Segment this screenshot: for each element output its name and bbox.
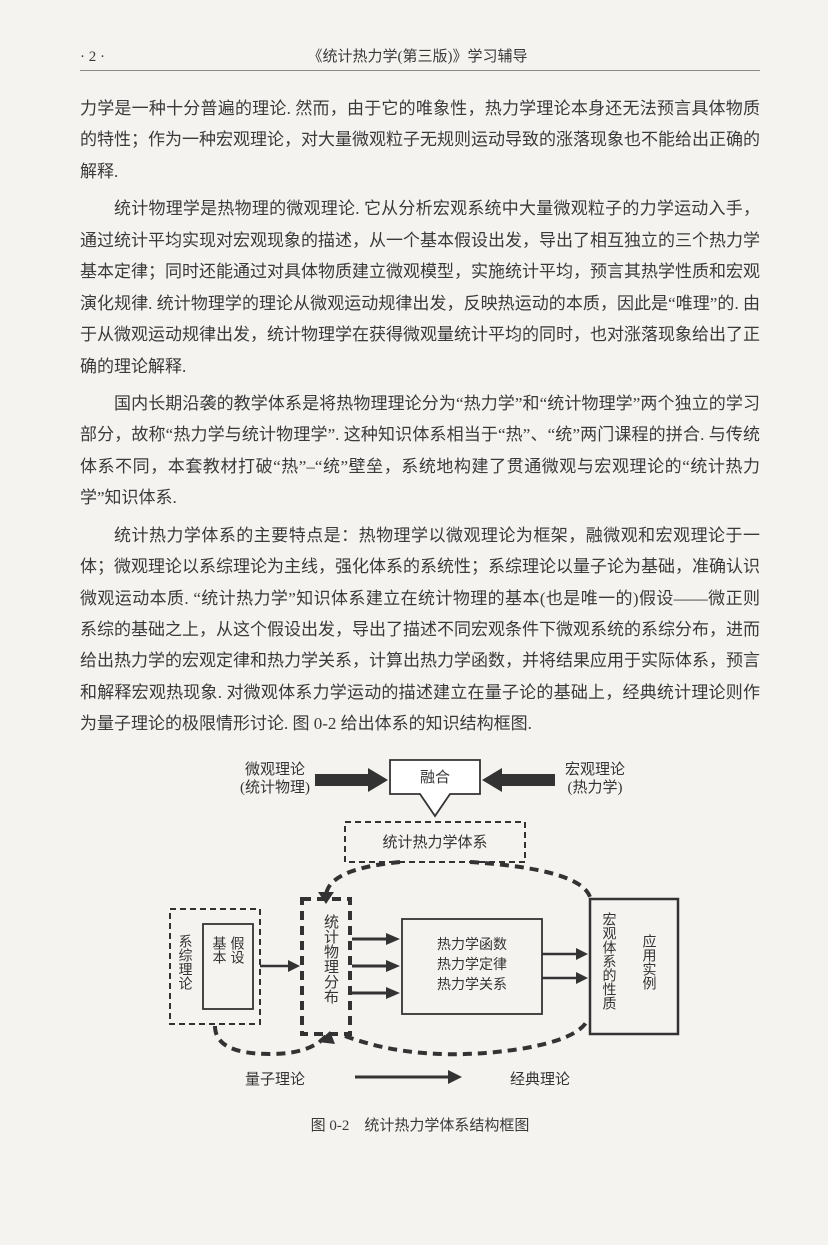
arrows-b2-b3 xyxy=(352,933,400,999)
diagram-svg: 微观理论 (统计物理) 融合 宏观理论 (热力学) 统计热力学体系 系综理论 基… xyxy=(140,754,700,1104)
flow-box3-l2: 热力学定律 xyxy=(437,957,507,973)
book-title: 《统计热力学(第三版)》学习辅导 xyxy=(105,45,730,66)
top-left-label2: (统计物理) xyxy=(240,779,310,796)
paragraph-1: 力学是一种十分普遍的理论. 然而，由于它的唯象性，热力学理论本身还无法预言具体物… xyxy=(80,93,760,187)
dashed-curve-top xyxy=(326,862,400,897)
diagram: 微观理论 (统计物理) 融合 宏观理论 (热力学) 统计热力学体系 系综理论 基… xyxy=(80,754,760,1135)
flow-box1-outer-label: 系综理论 xyxy=(177,934,193,990)
flow-box3-l3: 热力学关系 xyxy=(437,977,507,993)
dashed-box-label: 统计热力学体系 xyxy=(382,834,487,851)
arrow-right xyxy=(482,768,555,792)
bottom-left-label: 量子理论 xyxy=(245,1071,305,1088)
top-right-label2: (热力学) xyxy=(568,779,623,796)
bottom-right-label: 经典理论 xyxy=(510,1071,570,1088)
dashed-curve-bottom-left xyxy=(215,1026,326,1054)
arrow-left xyxy=(315,768,388,792)
funnel-shape xyxy=(390,760,480,816)
funnel-label: 融合 xyxy=(420,769,450,786)
flow-box1-l1: 基本 xyxy=(211,935,227,964)
flow-box3-l1: 热力学函数 xyxy=(437,937,507,953)
flow-box1-l2: 假设 xyxy=(229,936,245,964)
diagram-caption: 图 0-2 统计热力学体系结构框图 xyxy=(311,1114,530,1135)
flow-box4-inner-label: 应用实例 xyxy=(641,933,657,991)
flow-box4-outer-label: 宏观体系的性质 xyxy=(601,912,617,1010)
paragraph-2: 统计物理学是热物理的微观理论. 它从分析宏观系统中大量微观粒子的力学运动入手，通… xyxy=(80,193,760,382)
page-header: · 2 · 《统计热力学(第三版)》学习辅导 xyxy=(80,45,760,71)
top-left-label1: 微观理论 xyxy=(245,761,305,778)
paragraph-3: 国内长期沿袭的教学体系是将热物理理论分为“热力学”和“统计物理学”两个独立的学习… xyxy=(80,388,760,514)
flow-box2-label: 统计物理分布 xyxy=(322,914,339,1004)
top-right-label1: 宏观理论 xyxy=(565,761,625,778)
paragraph-4: 统计热力学体系的主要特点是：热物理学以微观理论为框架，融微观和宏观理论于一体；微… xyxy=(80,520,760,740)
page-number: · 2 · xyxy=(80,49,105,66)
